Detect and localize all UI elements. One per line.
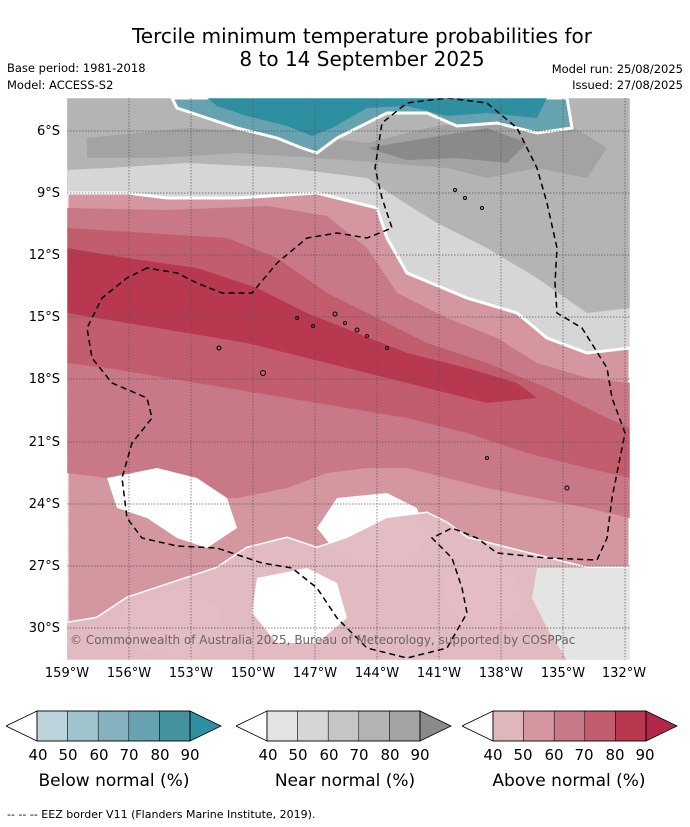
below-swatch-end [189, 710, 222, 742]
island-outlines [216, 188, 570, 491]
near-swatch-1 [266, 710, 298, 742]
lat-label-21s: 21°S [28, 435, 60, 450]
above-tick-40: 40 [483, 746, 503, 764]
above-tick-80: 80 [605, 746, 625, 764]
above-swatch-2 [523, 710, 555, 742]
lon-label-153w: 153°W [168, 666, 214, 681]
near-normal-label: Near normal (%) [274, 771, 416, 791]
near-normal-colorbar [236, 710, 452, 742]
lat-label-27s: 27°S [28, 559, 60, 574]
lat-label-12s: 12°S [28, 248, 60, 263]
eez-footnote: -- -- -- EEZ border V11 (Flanders Marine… [7, 808, 316, 821]
near-normal-south [532, 568, 630, 660]
lon-label-132w: 132°W [601, 666, 647, 681]
below-normal-label: Below normal (%) [38, 771, 190, 791]
lon-label-144w: 144°W [354, 666, 400, 681]
near-tick-80: 80 [380, 746, 400, 764]
above-tick-90: 90 [635, 746, 655, 764]
eez-border-french-polynesia [86, 98, 626, 659]
lat-label-9s: 9°S [36, 186, 60, 201]
near-tick-90: 90 [410, 746, 430, 764]
below-swatch-4 [128, 710, 160, 742]
above-swatch-1 [492, 710, 524, 742]
below-swatch-2 [67, 710, 99, 742]
below-normal-region-core [207, 98, 547, 136]
near-tick-40: 40 [258, 746, 278, 764]
near-tick-60: 60 [319, 746, 339, 764]
lon-label-135w: 135°W [540, 666, 586, 681]
above-tick-60: 60 [544, 746, 564, 764]
lat-label-30s: 30°S [28, 621, 60, 636]
near-swatch-end [419, 710, 452, 742]
below-tick-60: 60 [89, 746, 109, 764]
lat-label-18s: 18°S [28, 372, 60, 387]
base-period: Base period: 1981-2018 [7, 61, 146, 75]
near-swatch-5 [389, 710, 421, 742]
white-patch-1 [107, 468, 237, 548]
above-swatch-3 [553, 710, 586, 742]
lon-label-141w: 141°W [416, 666, 462, 681]
near-tick-70: 70 [349, 746, 369, 764]
above-swatch-5 [615, 710, 647, 742]
model-name: Model: ACCESS-S2 [7, 78, 114, 92]
below-tick-80: 80 [150, 746, 170, 764]
above-normal-label: Above normal (%) [492, 771, 646, 791]
lat-label-15s: 15°S [28, 310, 60, 325]
above-normal-region-90 [67, 248, 537, 403]
above-tick-70: 70 [574, 746, 594, 764]
model-run: Model run: 25/08/2025 [551, 62, 683, 76]
lon-label-150w: 150°W [230, 666, 276, 681]
above-normal-light-south [67, 513, 630, 660]
white-patch-5 [252, 568, 347, 643]
above-normal-colorbar [462, 710, 678, 742]
near-swatch-2 [297, 710, 329, 742]
lon-label-159w: 159°W [44, 666, 90, 681]
below-swatch-5 [159, 710, 191, 742]
lon-label-138w: 138°W [478, 666, 524, 681]
probability-map [67, 98, 630, 660]
above-swatch-end [645, 710, 678, 742]
lon-label-156w: 156°W [106, 666, 152, 681]
near-swatch-3 [327, 710, 360, 742]
lat-label-24s: 24°S [28, 497, 60, 512]
lon-label-147w: 147°W [292, 666, 338, 681]
above-tick-50: 50 [513, 746, 533, 764]
graticule [67, 98, 630, 660]
below-tick-50: 50 [58, 746, 78, 764]
eez-borders [86, 98, 626, 659]
below-swatch-1 [36, 710, 68, 742]
below-normal-colorbar [6, 710, 222, 742]
below-tick-90: 90 [180, 746, 200, 764]
near-tick-50: 50 [288, 746, 308, 764]
above-swatch-4 [584, 710, 616, 742]
near-normal-region-darkest [367, 128, 527, 163]
below-swatch-3 [97, 710, 130, 742]
issued-date: Issued: 27/08/2025 [572, 78, 683, 92]
map-title-line1: Tercile minimum temperature probabilitie… [131, 24, 593, 48]
near-swatch-4 [358, 710, 390, 742]
copyright-notice: © Commonwealth of Australia 2025, Bureau… [70, 633, 576, 647]
below-tick-70: 70 [119, 746, 139, 764]
below-tick-40: 40 [28, 746, 48, 764]
lat-label-6s: 6°S [36, 124, 60, 139]
map-title-line2: 8 to 14 September 2025 [239, 47, 485, 71]
